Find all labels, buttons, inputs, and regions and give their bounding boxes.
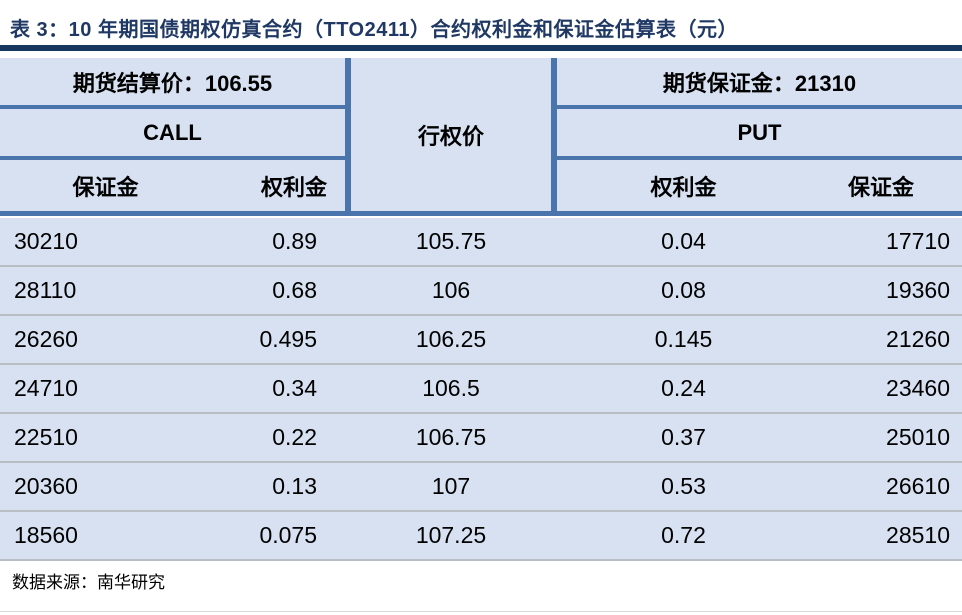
table-row: 30210 0.89 105.75 0.04 17710: [0, 218, 962, 267]
futures-settlement-price-text: 期货结算价：106.55: [72, 70, 273, 96]
put-premium-value: 0.53: [661, 473, 706, 499]
table-row: 24710 0.34 106.5 0.24 23460: [0, 365, 962, 414]
call-premium-value: 0.495: [259, 326, 317, 352]
put-premium-value: 0.24: [661, 375, 706, 401]
call-premium-value: 0.34: [272, 375, 317, 401]
call-margin-value: 28110: [14, 277, 77, 303]
call-premium-value: 0.22: [272, 424, 317, 450]
put-margin-value: 19360: [886, 277, 950, 303]
call-premium-column-header: 权利金: [260, 174, 327, 200]
strike-price-header-text: 行权价: [417, 123, 484, 149]
title-divider-rule: [0, 45, 962, 51]
table-row: 20360 0.13 107 0.53 26610: [0, 463, 962, 512]
call-margin-value: 20360: [14, 473, 78, 499]
put-section-header: PUT: [557, 109, 962, 160]
put-margin-value: 17710: [886, 228, 950, 254]
call-margin-value: 22510: [14, 424, 78, 450]
call-premium-value: 0.68: [272, 277, 317, 303]
call-premium-value: 0.89: [272, 228, 317, 254]
strike-value: 106: [431, 277, 471, 303]
table-row: 22510 0.22 106.75 0.37 25010: [0, 414, 962, 463]
call-margin-value: 24710: [14, 375, 78, 401]
table-row: 28110 0.68 106 0.08 19360: [0, 267, 962, 316]
table-row: 26260 0.495 106.25 0.145 21260: [0, 316, 962, 365]
put-column-headers: 权利金 保证金: [557, 160, 962, 211]
call-margin-value: 26260: [14, 326, 78, 352]
strike-value: 107: [431, 473, 471, 499]
premium-margin-table: 30210 0.89 105.75 0.04 17710 28110 0.68 …: [0, 218, 962, 561]
call-column-headers: 保证金 权利金: [0, 160, 345, 211]
strike-value: 106.25: [415, 326, 487, 352]
strike-value: 107.25: [415, 522, 487, 548]
futures-settlement-price-label: 期货结算价：106.55: [0, 58, 345, 109]
put-premium-value: 0.04: [661, 228, 706, 254]
put-margin-value: 26610: [886, 473, 950, 499]
data-source-note: 数据来源：南华研究: [12, 573, 165, 592]
call-premium-value: 0.13: [272, 473, 317, 499]
call-margin-column-header: 保证金: [72, 174, 139, 200]
put-margin-value: 23460: [886, 375, 950, 401]
put-premium-value: 0.145: [654, 326, 713, 352]
table-row: 18560 0.075 107.25 0.72 28510: [0, 512, 962, 561]
put-margin-column-header: 保证金: [847, 174, 914, 200]
spacer: [0, 51, 962, 58]
put-premium-value: 0.08: [661, 277, 706, 303]
put-premium-column-header: 权利金: [650, 174, 717, 200]
put-premium-value: 0.37: [661, 424, 706, 450]
call-margin-value: 30210: [14, 228, 78, 254]
put-premium-value: 0.72: [661, 522, 706, 548]
call-section-header: CALL: [0, 109, 345, 160]
header-bottom-rule: [0, 211, 962, 216]
table-header: 期货结算价：106.55 期货保证金：21310 CALL PUT 保证金 权利…: [0, 58, 962, 211]
put-margin-value: 21260: [886, 326, 950, 352]
bottom-divider-rule: [0, 611, 962, 612]
strike-value: 106.75: [415, 424, 487, 450]
call-premium-value: 0.075: [259, 522, 317, 548]
strike-value: 106.5: [422, 375, 480, 401]
put-margin-value: 28510: [886, 522, 950, 548]
strike-price-column-header: 行权价: [345, 58, 557, 211]
call-margin-value: 18560: [14, 522, 78, 548]
put-margin-value: 25010: [886, 424, 950, 450]
futures-margin-text: 期货保证金：21310: [662, 70, 857, 96]
strike-value: 105.75: [415, 228, 487, 254]
futures-margin-label: 期货保证金：21310: [557, 58, 962, 109]
page-title: 表 3：10 年期国债期权仿真合约（TTO2411）合约权利金和保证金估算表（元…: [10, 19, 738, 41]
